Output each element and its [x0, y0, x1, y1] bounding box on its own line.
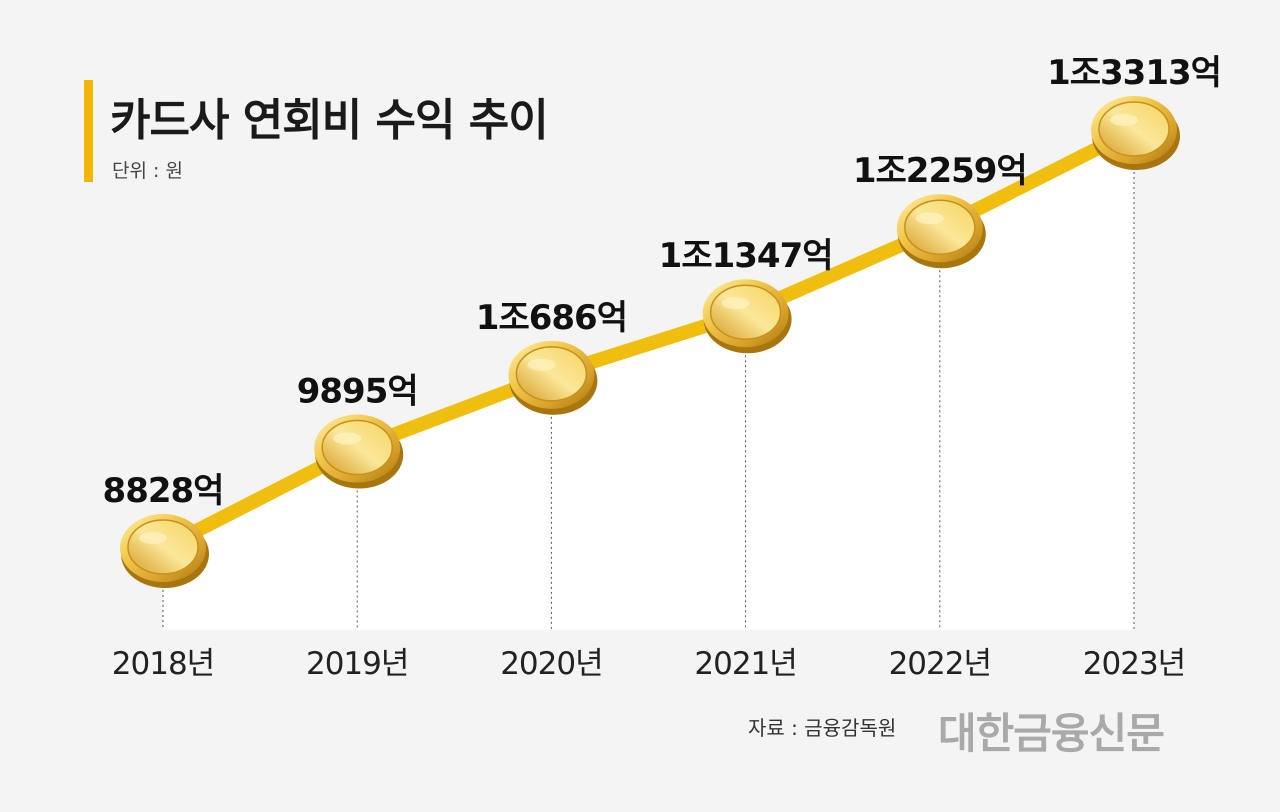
title-accent-bar [84, 80, 93, 182]
x-tick-label: 2020년 [500, 646, 602, 682]
x-tick-label: 2018년 [112, 646, 214, 682]
data-label: 1조3313억 [1047, 53, 1221, 93]
source-label: 자료 : 금융감독원 [748, 716, 897, 740]
data-label: 1조1347억 [659, 236, 833, 276]
data-label: 1조686억 [476, 298, 627, 338]
coin-marker [120, 514, 209, 588]
chart-title: 카드사 연회비 수익 추이 [110, 95, 549, 146]
x-tick-label: 2023년 [1083, 646, 1185, 682]
coin-marker [1091, 96, 1180, 170]
publisher-logo: 대한금융신문 [938, 709, 1165, 758]
data-label: 1조2259억 [853, 151, 1027, 191]
coin-marker [508, 340, 598, 415]
unit-label: 단위 : 원 [112, 160, 183, 182]
coin-marker [896, 194, 986, 269]
coin-marker [702, 279, 792, 354]
x-tick-label: 2022년 [889, 646, 991, 682]
data-label: 8828억 [103, 471, 224, 511]
x-tick-label: 2021년 [694, 646, 796, 682]
coin-marker [314, 414, 404, 489]
x-tick-label: 2019년 [306, 646, 408, 682]
data-label: 9895억 [297, 372, 418, 412]
